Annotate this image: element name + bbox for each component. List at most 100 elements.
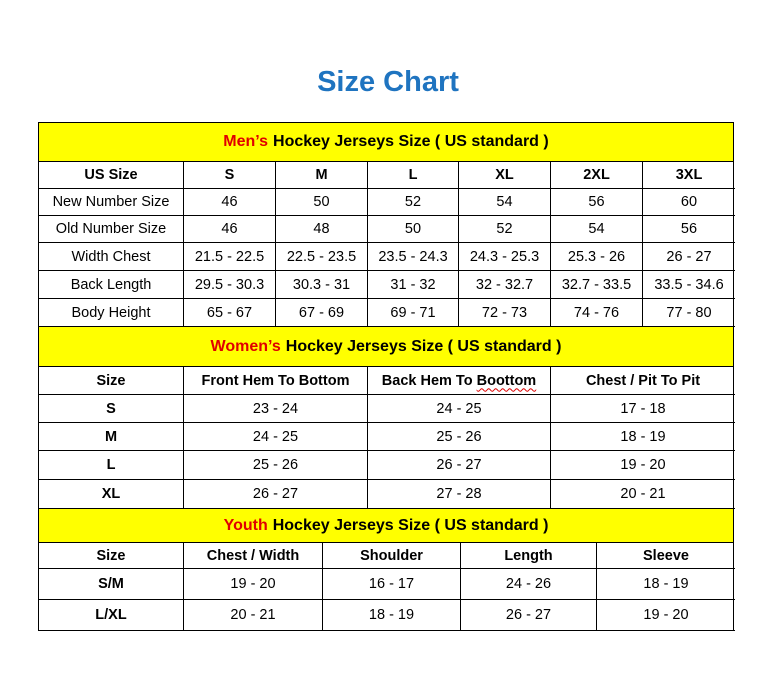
mens-value-cell: 50 [276,189,368,216]
mens-value-cell: 25.3 - 26 [551,243,643,271]
cell-text: 26 - 27 [436,457,482,473]
cell-text: 19 - 20 [620,457,666,473]
womens-header-cell: Front Hem To Bottom [184,367,368,395]
womens-highlight: Women’s [210,337,281,355]
cell-text: 20 - 21 [230,607,276,623]
mens-value-cell: 77 - 80 [643,299,735,327]
mens-size-table: Men’s Hockey Jerseys Size ( US standard … [38,122,735,327]
cell-text: L [106,457,116,473]
mens-value-cell: 21.5 - 22.5 [184,243,276,271]
mens-value-cell: 65 - 67 [184,299,276,327]
youth-header-cell: Sleeve [597,543,735,569]
cell-text: Old Number Size [55,221,167,237]
youth-heading: Youth Hockey Jerseys Size ( US standard … [39,509,733,543]
mens-value-cell: 52 [459,216,551,243]
mens-value-cell: 74 - 76 [551,299,643,327]
page-title: Size Chart [317,66,459,98]
youth-value-cell: 18 - 19 [323,600,461,631]
mens-value-cell: 54 [459,189,551,216]
misspelling-underline: Boottom [476,372,537,389]
cell-text: S [106,400,116,417]
youth-row-label: L/XL [39,600,184,631]
cell-text: 22.5 - 23.5 [286,248,357,265]
cell-text: Body Height [71,304,151,321]
mens-highlight: Men’s [223,133,269,150]
mens-header-cell: S [184,162,276,189]
womens-header-cell: Chest / Pit To Pit [551,367,735,395]
mens-value-cell: 50 [368,216,459,243]
mens-grid: US Size S M L XL 2XL 3XL New Number Size 46 50 52 5… [39,162,735,327]
cell-text: Front Hem To Bottom [201,372,350,389]
cell-text: Back Length [70,276,152,293]
youth-heading-text: Hockey Jerseys Size ( US standard ) [272,516,549,534]
cell-text: 24.3 - 25.3 [469,248,540,265]
cell-text: S [224,167,235,183]
cell-text: 56 [588,194,605,210]
youth-value-cell: 24 - 26 [461,569,597,600]
mens-row-label: Body Height [39,299,184,327]
cell-text: 48 [313,221,330,237]
cell-text: 33.5 - 34.6 [654,276,724,293]
youth-header-cell: Shoulder [323,543,461,569]
mens-value-cell: 23.5 - 24.3 [368,243,459,271]
womens-header-cell: Size [39,367,184,395]
youth-row-label: S/M [39,569,184,600]
womens-value-cell: 19 - 20 [551,451,735,480]
cell-text: 18 - 19 [368,607,415,623]
cell-text: 27 - 28 [436,486,482,502]
womens-value-cell: 26 - 27 [368,451,551,480]
mens-value-cell: 32 - 32.7 [459,271,551,299]
cell-text: 23.5 - 24.3 [378,248,448,265]
mens-row-label: Width Chest [39,243,184,271]
youth-value-cell: 16 - 17 [323,569,461,600]
mens-heading: Men’s Hockey Jerseys Size ( US standard … [39,122,733,162]
womens-row-label: S [39,395,184,423]
cell-text: 52 [496,221,513,237]
mens-value-cell: 52 [368,189,459,216]
womens-heading: Women’s Hockey Jerseys Size ( US standar… [39,327,733,367]
mens-value-cell: 46 [184,216,276,243]
mens-value-cell: 30.3 - 31 [276,271,368,299]
cell-text: Width Chest [71,248,151,265]
youth-highlight: Youth [223,516,268,534]
womens-value-cell: 17 - 18 [551,395,735,423]
mens-value-cell: 29.5 - 30.3 [184,271,276,299]
cell-text: 26 - 27 [252,486,299,502]
youth-value-cell: 19 - 20 [184,569,323,600]
cell-text: 24 - 25 [436,400,482,417]
cell-text: 50 [404,221,422,237]
cell-text: 54 [496,194,513,210]
womens-value-cell: 20 - 21 [551,480,735,509]
cell-text: 18 - 19 [643,576,689,592]
mens-value-cell: 67 - 69 [276,299,368,327]
womens-value-cell: 23 - 24 [184,395,368,423]
cell-text: Size [96,372,126,389]
cell-text: 50 [313,194,330,210]
mens-value-cell: 31 - 32 [368,271,459,299]
cell-text: Shoulder [360,547,423,564]
youth-header-cell: Size [39,543,184,569]
youth-value-cell: 18 - 19 [597,569,735,600]
cell-text: 46 [221,194,238,210]
cell-text: Chest / Width [206,547,300,564]
mens-value-cell: 26 - 27 [643,243,735,271]
cell-text: Sleeve [643,547,689,564]
cell-text: 26 - 27 [666,248,712,265]
womens-row-label: M [39,423,184,451]
cell-text: US Size [84,167,138,183]
youth-value-cell: 26 - 27 [461,600,597,631]
cell-text: 18 - 19 [620,428,666,445]
mens-value-cell: 48 [276,216,368,243]
mens-row-label: New Number Size [39,189,184,216]
cell-text: 24 - 26 [505,576,552,592]
cell-text: L [408,167,418,183]
womens-value-cell: 24 - 25 [184,423,368,451]
mens-header-cell: M [276,162,368,189]
cell-text: Back Hem To Boottom [381,372,537,389]
youth-header-cell: Chest / Width [184,543,323,569]
cell-text: M [104,428,118,445]
womens-value-cell: 24 - 25 [368,395,551,423]
mens-value-cell: 32.7 - 33.5 [551,271,643,299]
cell-text: 32.7 - 33.5 [561,276,632,293]
mens-header-cell: US Size [39,162,184,189]
